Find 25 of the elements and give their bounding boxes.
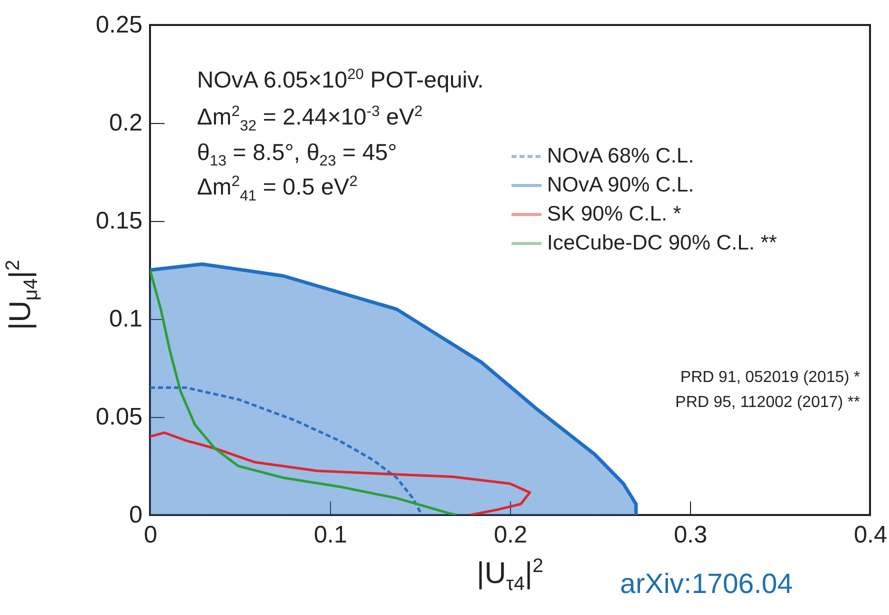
legend-label: SK 90% C.L. *	[547, 202, 682, 226]
y-tick-label: 0.15	[96, 208, 142, 234]
text: arXiv:1706.04	[620, 568, 793, 599]
annotation: Δm$^{2}$$_{41}$ = 0.5 eV$^{2}$	[197, 173, 358, 204]
x-tick-label: 0.1	[314, 522, 348, 548]
line-series	[150, 268, 458, 515]
line-series	[150, 386, 424, 515]
x-tick-label: 0.3	[674, 522, 708, 548]
x-tick-label: 0.2	[494, 522, 528, 548]
y-tick-label: 0.25	[96, 12, 142, 38]
annotation: NOvA 6.05×10$^{20}$ POT-equiv.	[197, 66, 484, 93]
y-tick-label: 0.2	[109, 110, 142, 136]
legend-label: NOvA 68% C.L.	[547, 144, 694, 168]
annotation: Δm$^{2}$$_{32}$ = 2.44×10$^{-3}$ eV$^{2}$	[197, 103, 423, 134]
legend-label: NOvA 90% C.L.	[547, 174, 694, 196]
y-tick-label: 0.05	[96, 404, 142, 430]
annotation: θ$_{13}$ = 8.5°, θ$_{23}$ = 45°	[197, 139, 398, 170]
y-tick-label: 0	[129, 502, 142, 528]
y-tick-label: 0.1	[109, 306, 142, 332]
annotation: PRD 91, 052019 (2015) *	[680, 369, 860, 386]
legend-label: IceCube-DC 90% C.L. **	[547, 232, 777, 254]
x-tick-label: 0.4	[854, 522, 888, 548]
annotation: PRD 95, 112002 (2017) **	[675, 394, 860, 411]
line-series	[150, 431, 532, 515]
x-axis-title: |U$_{τ4}$|$^{2}$	[476, 555, 544, 595]
